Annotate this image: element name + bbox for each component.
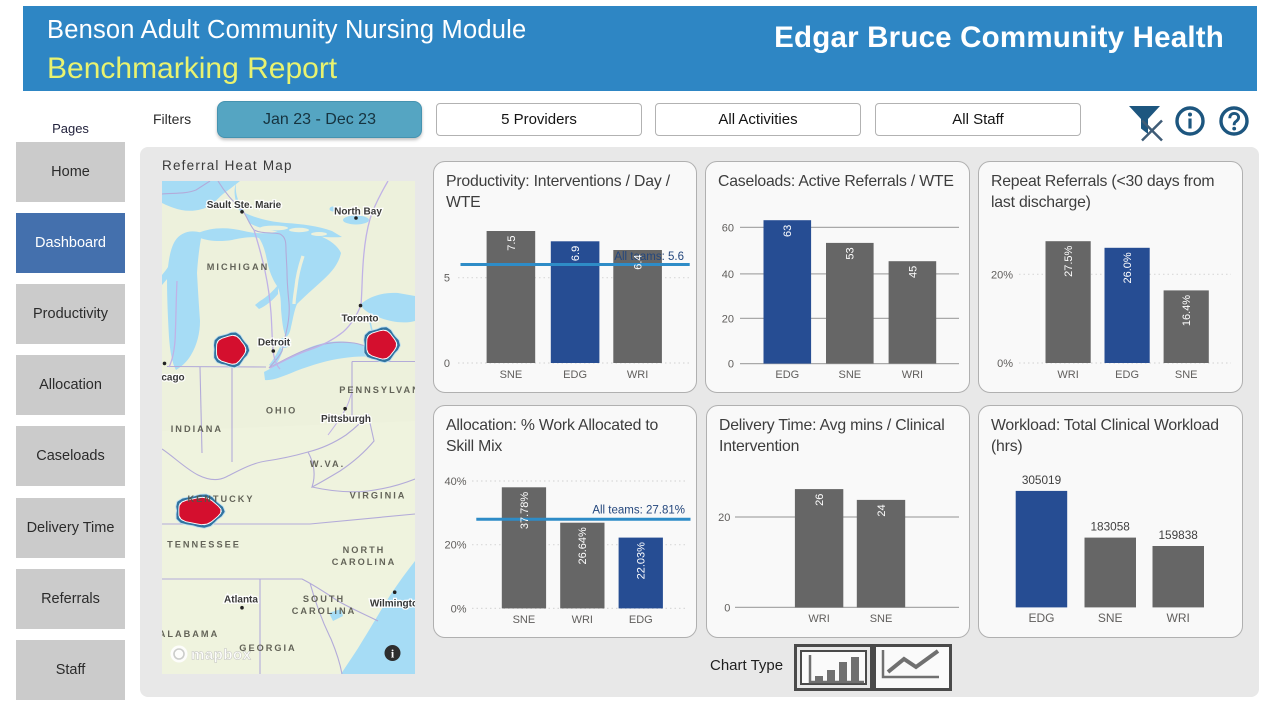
svg-text:SNE: SNE [1098, 611, 1123, 625]
svg-text:SNE: SNE [838, 369, 861, 381]
svg-text:mapbox: mapbox [191, 647, 252, 664]
svg-text:INDIANA: INDIANA [170, 424, 222, 434]
svg-text:53: 53 [845, 247, 857, 259]
svg-text:SNE: SNE [870, 613, 893, 625]
svg-text:ALABAMA: ALABAMA [162, 629, 219, 639]
svg-text:SOUTH: SOUTH [302, 594, 344, 604]
svg-text:WRI: WRI [627, 369, 648, 381]
svg-text:KENTUCKY: KENTUCKY [187, 494, 254, 504]
svg-text:MICHIGAN: MICHIGAN [206, 262, 268, 272]
svg-text:60: 60 [722, 222, 734, 234]
svg-text:GEORGIA: GEORGIA [239, 643, 296, 653]
svg-text:6.9: 6.9 [570, 246, 582, 261]
svg-text:0%: 0% [997, 358, 1013, 370]
svg-text:VIRGINIA: VIRGINIA [349, 491, 406, 501]
svg-text:20: 20 [718, 512, 730, 524]
svg-text:0%: 0% [451, 603, 467, 615]
svg-text:WRI: WRI [902, 369, 923, 381]
svg-text:WRI: WRI [1057, 369, 1078, 381]
svg-text:All teams: 5.6: All teams: 5.6 [614, 251, 684, 263]
svg-text:W.VA.: W.VA. [309, 459, 344, 469]
svg-text:45: 45 [907, 266, 919, 278]
svg-text:40: 40 [722, 269, 734, 281]
svg-text:27.5%: 27.5% [1063, 245, 1075, 276]
svg-text:6.4: 6.4 [632, 255, 644, 270]
svg-text:Wilmingto: Wilmingto [369, 599, 414, 610]
svg-text:37.78%: 37.78% [519, 492, 531, 530]
svg-text:SNE: SNE [500, 369, 523, 381]
svg-text:EDG: EDG [629, 614, 653, 626]
svg-text:North Bay: North Bay [334, 207, 382, 218]
svg-text:26.64%: 26.64% [577, 527, 589, 565]
svg-text:WRI: WRI [572, 614, 593, 626]
svg-text:24: 24 [876, 504, 888, 516]
svg-text:20: 20 [722, 313, 734, 325]
svg-text:Atlanta: Atlanta [224, 595, 258, 606]
svg-text:TENNESSEE: TENNESSEE [167, 540, 241, 550]
svg-text:Toronto: Toronto [341, 314, 378, 325]
svg-text:SNE: SNE [513, 614, 536, 626]
svg-text:20%: 20% [444, 540, 466, 552]
svg-text:0: 0 [728, 359, 734, 371]
svg-text:7.5: 7.5 [506, 236, 518, 251]
svg-text:All teams: 27.81%: All teams: 27.81% [592, 505, 685, 517]
svg-text:0: 0 [724, 602, 730, 614]
svg-text:EDG: EDG [1028, 611, 1054, 625]
svg-text:305019: 305019 [1022, 473, 1061, 487]
svg-text:cago: cago [162, 373, 185, 384]
svg-text:i: i [390, 647, 394, 661]
svg-text:26: 26 [814, 494, 826, 506]
svg-text:20%: 20% [991, 269, 1013, 281]
svg-text:Sault Ste. Marie: Sault Ste. Marie [206, 200, 281, 211]
svg-text:183058: 183058 [1091, 520, 1131, 534]
svg-text:16.4%: 16.4% [1181, 295, 1193, 326]
svg-text:63: 63 [782, 225, 794, 237]
svg-text:Detroit: Detroit [257, 338, 290, 349]
svg-text:PENNSYLVAN: PENNSYLVAN [339, 385, 415, 395]
svg-text:EDG: EDG [775, 369, 799, 381]
svg-text:5: 5 [444, 273, 450, 285]
svg-text:NORTH: NORTH [342, 545, 385, 555]
svg-text:SNE: SNE [1175, 369, 1198, 381]
svg-text:OHIO: OHIO [265, 406, 296, 416]
svg-text:EDG: EDG [1115, 369, 1139, 381]
svg-text:159838: 159838 [1159, 528, 1199, 542]
svg-text:Pittsburgh: Pittsburgh [321, 414, 371, 425]
svg-text:CAROLINA: CAROLINA [331, 557, 396, 567]
svg-text:22.03%: 22.03% [636, 542, 648, 580]
svg-text:CAROLINA: CAROLINA [291, 606, 356, 616]
svg-text:EDG: EDG [563, 369, 587, 381]
svg-text:WRI: WRI [808, 613, 829, 625]
svg-text:0: 0 [444, 358, 450, 370]
svg-text:40%: 40% [444, 476, 466, 488]
svg-text:26.0%: 26.0% [1122, 252, 1134, 283]
svg-text:WRI: WRI [1167, 611, 1190, 625]
